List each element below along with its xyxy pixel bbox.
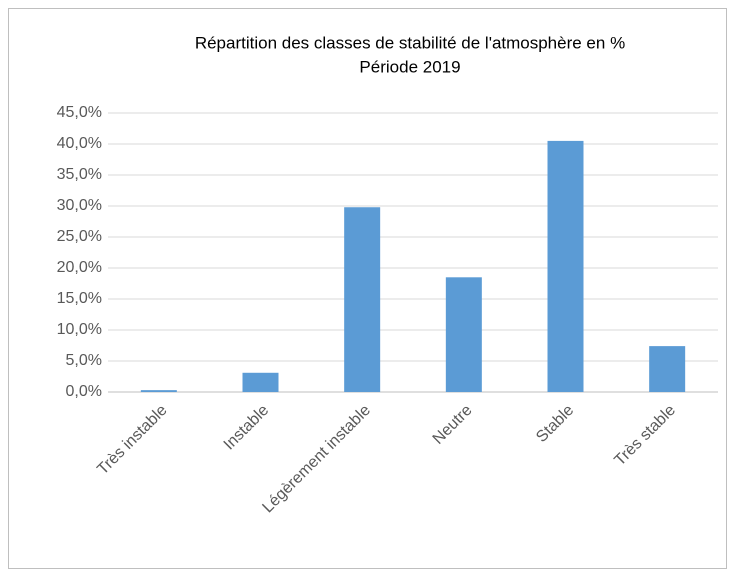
bar <box>547 140 584 392</box>
y-tick-label: 30,0% <box>57 197 102 214</box>
y-tick-label: 20,0% <box>57 259 102 276</box>
bar <box>445 277 482 392</box>
y-tick-label: 35,0% <box>57 166 102 183</box>
y-tick-label: 25,0% <box>57 228 102 245</box>
y-tick-label: 40,0% <box>57 135 102 152</box>
bar <box>649 346 686 392</box>
chart-title: Répartition des classes de stabilité de … <box>195 33 625 52</box>
chart-subtitle: Période 2019 <box>359 57 460 76</box>
bar <box>140 390 177 392</box>
y-tick-label: 0,0% <box>66 383 102 400</box>
bar <box>242 372 279 392</box>
y-tick-label: 15,0% <box>57 290 102 307</box>
bar <box>344 207 381 392</box>
y-tick-label: 45,0% <box>57 104 102 121</box>
y-tick-label: 5,0% <box>66 352 102 369</box>
y-tick-label: 10,0% <box>57 321 102 338</box>
